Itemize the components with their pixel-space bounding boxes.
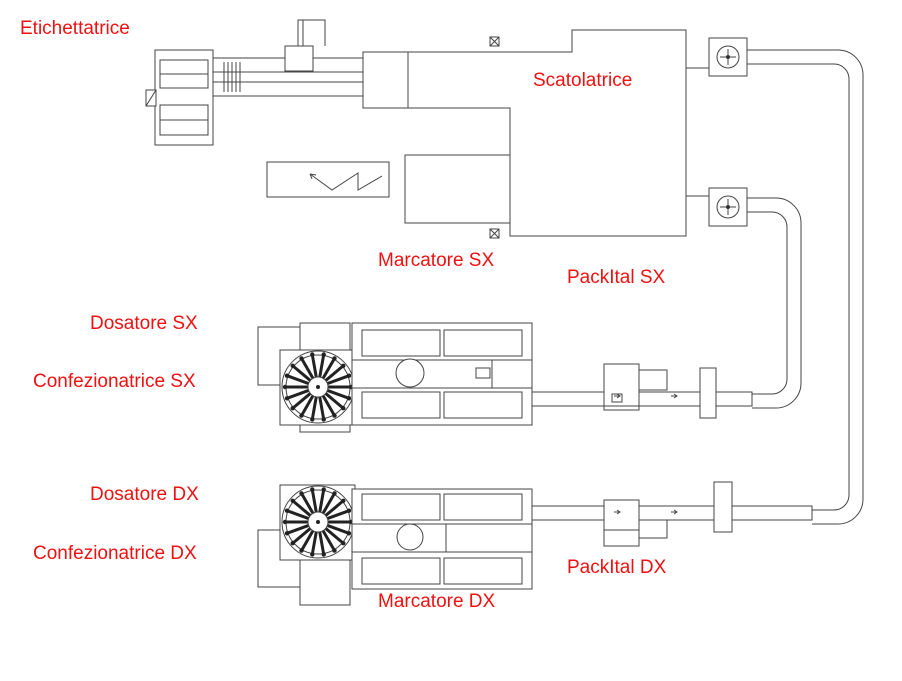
turntable-icon xyxy=(281,350,355,424)
turntable-icon xyxy=(281,485,355,559)
label-packital-dx: PackItal DX xyxy=(567,557,667,578)
label-confezionatrice-sx: Confezionatrice SX xyxy=(33,371,196,392)
label-confezionatrice-dx: Confezionatrice DX xyxy=(33,543,197,564)
label-etichettatrice: Etichettatrice xyxy=(20,18,130,39)
label-marcatore-sx: Marcatore SX xyxy=(378,250,495,271)
label-dosatore-dx: Dosatore DX xyxy=(90,484,199,505)
cross-box-icon xyxy=(489,36,500,47)
label-scatolatrice: Scatolatrice xyxy=(533,70,633,91)
etichettatrice-machine xyxy=(145,19,364,146)
scatolatrice-machine xyxy=(362,29,710,239)
target-icon xyxy=(708,37,748,77)
cross-box-icon xyxy=(489,228,500,239)
packital-sx-panel xyxy=(266,161,390,198)
return-conveyor xyxy=(747,49,864,525)
line-sx xyxy=(257,322,753,433)
target-icon xyxy=(708,187,748,227)
line-dx xyxy=(257,481,813,606)
rollers-icon xyxy=(223,62,241,92)
sx-conveyor xyxy=(747,197,802,409)
label-marcatore-dx: Marcatore DX xyxy=(378,591,496,612)
label-packital-sx: PackItal SX xyxy=(567,267,666,288)
label-dosatore-sx: Dosatore SX xyxy=(90,313,198,334)
